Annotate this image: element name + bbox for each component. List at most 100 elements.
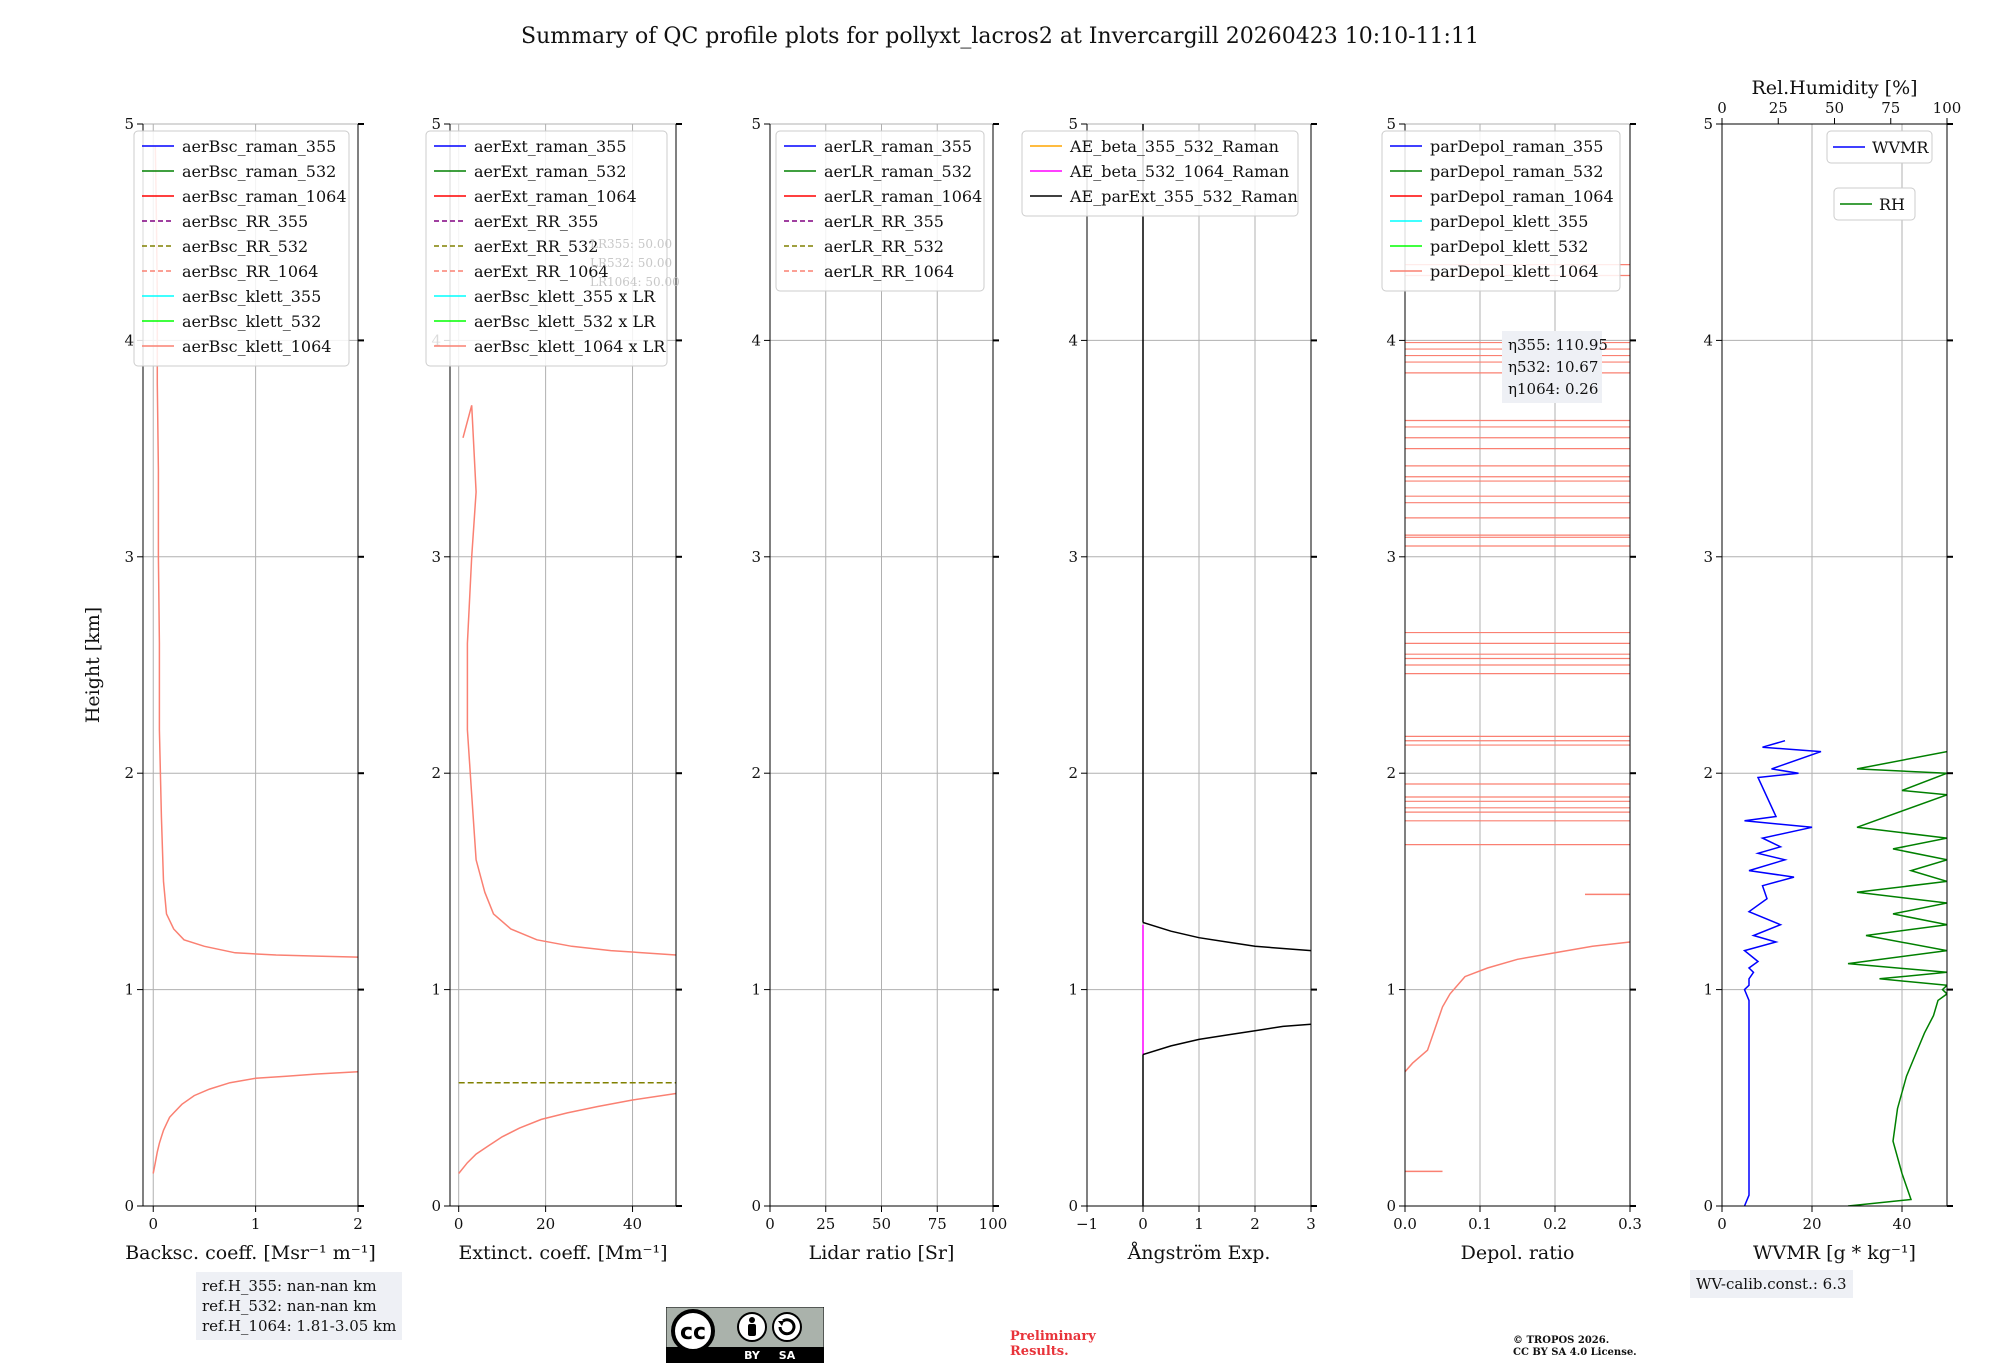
y-tick-label: 5 (1068, 115, 1078, 133)
y-tick-label: 3 (1068, 548, 1078, 566)
legend-entry: WVMR (1872, 138, 1929, 157)
data-layer (1142, 124, 1311, 1206)
legend-entry: aerBsc_klett_1064 x LR (474, 337, 666, 356)
legend: AE_beta_355_532_Raman AE_beta_532_1064_Ra… (1021, 130, 1299, 217)
lidar-ratio-annotation: LR355: 50.00 (590, 237, 672, 251)
top-x-tick-label: 25 (1769, 99, 1788, 117)
legend-entry: aerLR_raman_532 (824, 162, 972, 181)
y-tick-label: 0 (1386, 1197, 1396, 1215)
refh-1064-text: ref.H_1064: 1.81-3.05 km (202, 1317, 397, 1335)
x-tick-label: 20 (1802, 1215, 1821, 1233)
x-axis-label: WVMR [g * kg⁻¹] (1753, 1242, 1916, 1264)
legend-entry: aerLR_RR_1064 (824, 262, 954, 281)
x-tick-label: 1 (1194, 1215, 1204, 1233)
legend-frame (425, 130, 668, 367)
figure-title: Summary of QC profile plots for pollyxt_… (521, 24, 1479, 49)
legend-entry: AE_parExt_355_532_Raman (1069, 187, 1298, 206)
y-tick-label: 1 (431, 981, 441, 999)
refh-355-text: ref.H_355: nan-nan km (202, 1277, 377, 1295)
legend-entry: aerLR_RR_355 (824, 212, 944, 231)
series-aerbsc-klett-1064 (154, 145, 358, 958)
legend-entry: aerBsc_raman_355 (182, 137, 336, 156)
y-tick-label: 1 (1068, 981, 1078, 999)
legend-entry: RH (1879, 195, 1905, 214)
legend-entry: AE_beta_532_1064_Raman (1069, 162, 1289, 181)
y-tick-label: 5 (751, 115, 761, 133)
x-tick-label: 40 (623, 1215, 642, 1233)
x-tick-label: 0 (148, 1215, 158, 1233)
copyright-line2: CC BY SA 4.0 License. (1513, 1347, 1637, 1358)
x-tick-label: 20 (536, 1215, 555, 1233)
legend-entry: aerBsc_klett_532 x LR (474, 312, 656, 331)
x-tick-label: −1 (1076, 1215, 1098, 1233)
prelim-line2: Results. (1010, 1344, 1069, 1359)
reference-height-box: ref.H_355: nan-nan km ref.H_532: nan-nan… (196, 1272, 403, 1340)
y-tick-label: 2 (1068, 764, 1078, 782)
series-aerbsc-klett-1064-x-lr (462, 405, 676, 956)
x-tick-label: 0.0 (1393, 1215, 1417, 1233)
x-tick-label: 75 (928, 1215, 947, 1233)
y-tick-label: 1 (124, 981, 134, 999)
legend: aerBsc_raman_355 aerBsc_raman_532 aerBsc_r… (133, 130, 350, 367)
refh-532-text: ref.H_532: nan-nan km (202, 1297, 377, 1315)
legend-entry: aerExt_RR_1064 (474, 262, 609, 281)
legend-entry: aerBsc_klett_355 x LR (474, 287, 656, 306)
x-tick-label: 2 (1250, 1215, 1260, 1233)
y-tick-label: 0 (751, 1197, 761, 1215)
lidar-ratio-annotation: LR532: 50.00 (590, 256, 672, 270)
top-x-tick-label: 75 (1881, 99, 1900, 117)
data-layer (458, 405, 676, 1174)
x-axis-label: Extinct. coeff. [Mm⁻¹] (458, 1242, 667, 1264)
y-tick-label: 2 (1386, 764, 1396, 782)
x-tick-label: 40 (1892, 1215, 1911, 1233)
eta-annotation: η1064: 0.26 (1508, 380, 1598, 398)
legend-entry: aerBsc_klett_355 (182, 287, 321, 306)
legend-entry: aerBsc_RR_355 (182, 212, 308, 231)
eta-annotation: η532: 10.67 (1508, 358, 1598, 376)
preliminary-results-note: Preliminary Results. (1010, 1329, 1096, 1359)
legend: WVMR (1826, 130, 1933, 164)
series-pardepol-klett-1064 (1405, 941, 1630, 1073)
y-tick-label: 0 (431, 1197, 441, 1215)
legend-entry: AE_beta_355_532_Raman (1069, 137, 1279, 156)
x-axis-label: Lidar ratio [Sr] (809, 1242, 955, 1264)
cc-mark: cc (680, 1320, 706, 1345)
x-tick-label: 0.2 (1543, 1215, 1567, 1233)
cc-sa-label: SA (779, 1349, 796, 1362)
series-rh (1847, 750, 1947, 1206)
top-x-axis-label: Rel.Humidity [%] (1751, 77, 1917, 99)
cc-by-label: BY (744, 1349, 761, 1362)
legend: aerExt_raman_355 aerExt_raman_532 aerExt_r… (425, 130, 668, 367)
legend-frame (775, 130, 985, 292)
cc-license-badge: cc BY SA (666, 1307, 824, 1363)
legend: aerLR_raman_355 aerLR_raman_532 aerLR_rama… (775, 130, 985, 292)
legend-frame (1381, 130, 1621, 292)
x-tick-label: 0.3 (1618, 1215, 1642, 1233)
series-ae-parext-355-532-raman (1142, 921, 1311, 952)
legend-entry: aerLR_raman_1064 (824, 187, 982, 206)
legend: parDepol_raman_355 parDepol_raman_532 parD… (1381, 130, 1621, 292)
y-tick-label: 4 (1068, 331, 1078, 349)
wv-calib-text: WV-calib.const.: 6.3 (1696, 1275, 1847, 1293)
x-axis-label: Ångström Exp. (1127, 1242, 1271, 1264)
y-tick-label: 5 (431, 115, 441, 133)
x-tick-label: 0 (454, 1215, 464, 1233)
data-layer (1742, 739, 1947, 1206)
legend-entry: aerExt_raman_532 (474, 162, 627, 181)
legend-entry: aerExt_raman_355 (474, 137, 627, 156)
x-tick-label: 0 (1717, 1215, 1727, 1233)
top-x-tick-label: 0 (1717, 99, 1727, 117)
x-tick-label: 0 (765, 1215, 775, 1233)
y-tick-label: 1 (1386, 981, 1396, 999)
legend-entry: aerExt_RR_355 (474, 212, 598, 231)
lidar-ratio-annotation: LR1064: 50.00 (590, 275, 680, 289)
y-tick-label: 2 (1703, 764, 1713, 782)
legend-entry: aerBsc_klett_532 (182, 312, 321, 331)
y-tick-label: 4 (1386, 331, 1396, 349)
x-tick-label: 0.1 (1468, 1215, 1492, 1233)
legend-entry: aerBsc_raman_532 (182, 162, 336, 181)
x-tick-label: 0 (1138, 1215, 1148, 1233)
prelim-line1: Preliminary (1010, 1329, 1096, 1344)
legend-frame (1833, 187, 1916, 221)
